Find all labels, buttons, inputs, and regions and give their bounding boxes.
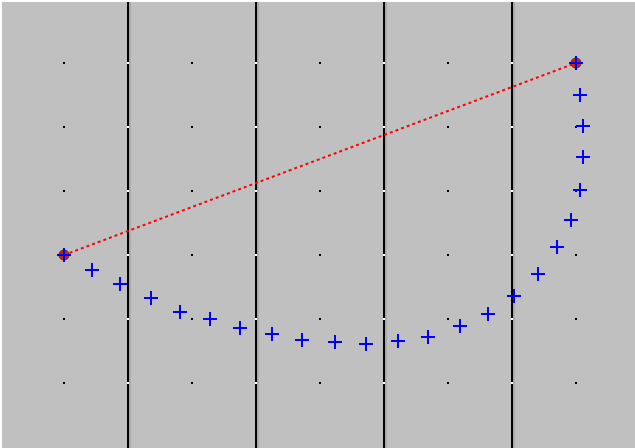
vertical-walls bbox=[127, 2, 515, 448]
plus-cross-icon bbox=[203, 312, 217, 326]
plus-cross-icon bbox=[576, 150, 590, 164]
plus-cross-icon bbox=[265, 327, 279, 341]
wall-junction-dot bbox=[511, 254, 513, 256]
grid-dot bbox=[191, 62, 193, 64]
wall-junction-dot bbox=[127, 126, 129, 128]
grid-dot bbox=[575, 382, 577, 384]
grid-dot bbox=[319, 126, 321, 128]
start-point-marker-icon[interactable] bbox=[57, 248, 71, 262]
plus-cross-icon bbox=[144, 291, 158, 305]
plus-cross-icon bbox=[85, 263, 99, 277]
grid-dot bbox=[575, 318, 577, 320]
wall-junction-dot bbox=[511, 318, 513, 320]
wall-junction-dot bbox=[127, 254, 129, 256]
wall-junction-dot bbox=[383, 126, 385, 128]
wall-junction-dot bbox=[511, 190, 513, 192]
grid-dot bbox=[191, 318, 193, 320]
grid-dot bbox=[319, 318, 321, 320]
grid-dot bbox=[191, 126, 193, 128]
wall-junction-dot bbox=[255, 318, 257, 320]
plus-cross-icon bbox=[113, 277, 127, 291]
grid-dot bbox=[319, 254, 321, 256]
grid-dot bbox=[191, 254, 193, 256]
plus-cross-icon bbox=[295, 333, 309, 347]
wall-junction-dot bbox=[127, 318, 129, 320]
wall-junction-dot bbox=[511, 126, 513, 128]
grid-dot bbox=[447, 382, 449, 384]
curve-points bbox=[85, 88, 590, 351]
grid-dot bbox=[447, 190, 449, 192]
plus-cross-icon bbox=[421, 330, 435, 344]
plus-cross-icon bbox=[573, 183, 587, 197]
wall-junction-dot bbox=[255, 382, 257, 384]
wall-junction-dot bbox=[127, 190, 129, 192]
plus-cross-icon bbox=[359, 337, 373, 351]
wall-junction-dot bbox=[383, 382, 385, 384]
plus-cross-icon bbox=[564, 213, 578, 227]
plus-cross-icon bbox=[550, 240, 564, 254]
wall-junction-dot bbox=[255, 254, 257, 256]
grid-dot bbox=[63, 190, 65, 192]
plus-cross-icon bbox=[573, 88, 587, 102]
grid-dot bbox=[319, 62, 321, 64]
wall-junction-dot bbox=[255, 126, 257, 128]
end-point-marker-icon[interactable] bbox=[569, 56, 583, 70]
wall-junction-dot bbox=[383, 318, 385, 320]
grid-dot bbox=[63, 62, 65, 64]
grid-dot bbox=[191, 190, 193, 192]
wall-junction-dot bbox=[511, 382, 513, 384]
grid-dot bbox=[63, 126, 65, 128]
wall-junction-dot bbox=[383, 190, 385, 192]
plus-cross-icon bbox=[453, 319, 467, 333]
wall-junction-dot bbox=[511, 62, 513, 64]
grid-dot bbox=[191, 382, 193, 384]
plus-cross-icon bbox=[481, 307, 495, 321]
plus-cross-icon bbox=[328, 335, 342, 349]
grid-dot bbox=[319, 382, 321, 384]
wall-junction-dot bbox=[383, 254, 385, 256]
wall-junction-dot bbox=[255, 62, 257, 64]
wall-junction-dot bbox=[127, 382, 129, 384]
wall-junction-dot bbox=[255, 190, 257, 192]
plus-cross-icon bbox=[233, 321, 247, 335]
grid-dot bbox=[447, 126, 449, 128]
plus-cross-icon bbox=[531, 267, 545, 281]
grid-dot bbox=[63, 318, 65, 320]
wall-junction-dot bbox=[383, 62, 385, 64]
wall-junction-dot bbox=[127, 62, 129, 64]
grid-dot bbox=[447, 318, 449, 320]
plus-cross-icon bbox=[173, 305, 187, 319]
plus-cross-icon bbox=[391, 334, 405, 348]
grid-dot bbox=[447, 254, 449, 256]
grid-dot bbox=[319, 190, 321, 192]
plus-cross-icon bbox=[507, 289, 521, 303]
grid-dot bbox=[447, 62, 449, 64]
grid-dot bbox=[63, 382, 65, 384]
grid-dot bbox=[575, 254, 577, 256]
plus-cross-icon bbox=[576, 119, 590, 133]
dashed-chord-line bbox=[63, 62, 577, 256]
